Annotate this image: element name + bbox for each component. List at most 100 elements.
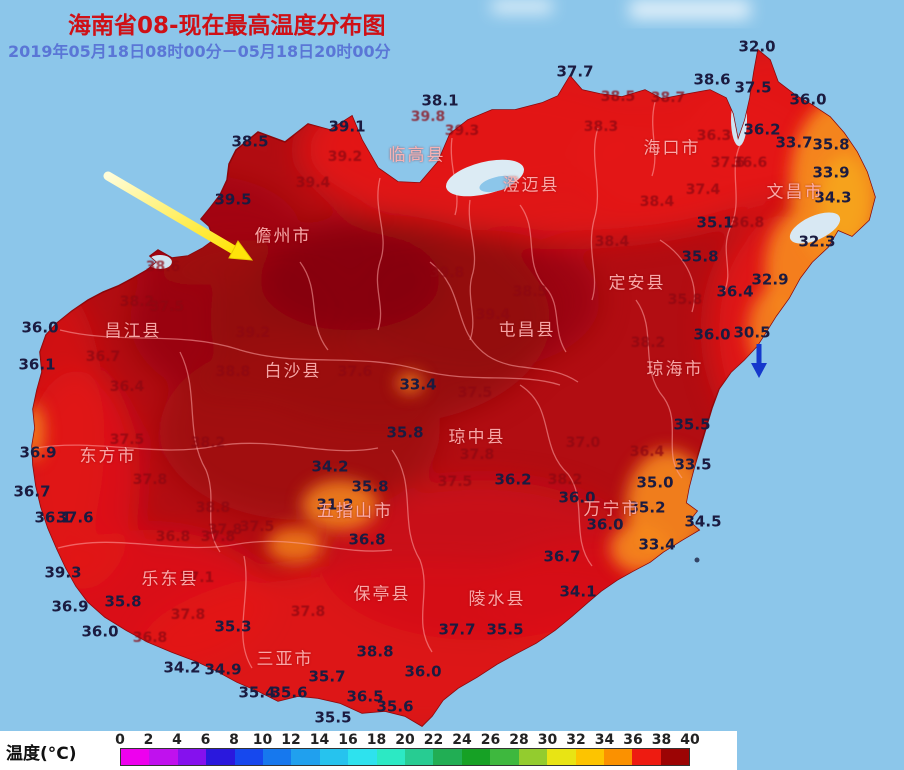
temp-label: 38.5 [512, 284, 548, 300]
temp-label: 36.7 [13, 482, 51, 501]
temp-label: 34.2 [163, 658, 201, 677]
temp-label: 36.8 [155, 529, 191, 545]
temp-label: 36.0 [81, 622, 119, 641]
temp-label: 36.1 [34, 508, 72, 527]
temp-label: 38.4 [639, 194, 675, 210]
temp-label: 39.4 [475, 307, 511, 323]
city-label: 保亭县 [353, 584, 411, 605]
temp-label: 37.6 [710, 155, 746, 171]
temp-label: 39.3 [444, 123, 480, 139]
temp-label: 36.2 [494, 470, 532, 489]
temp-label: 35.2 [628, 498, 666, 517]
legend-color-segment [433, 749, 462, 765]
temp-label: 39.2 [235, 325, 271, 341]
temp-label: 38.2 [547, 472, 583, 488]
legend-tick: 0 [115, 732, 125, 748]
legend-tick: 22 [423, 732, 444, 748]
temp-label: 36.8 [132, 630, 168, 646]
date-range: 2019年05月18日08时00分－05月18日20时00分 [8, 42, 391, 61]
temp-label: 37.8 [290, 604, 326, 620]
temp-label: 35.1 [696, 213, 734, 232]
legend-tick: 4 [172, 732, 182, 748]
legend-color-segment [348, 749, 377, 765]
temp-label: 34.1 [559, 582, 597, 601]
temp-label: 38.2 [190, 435, 226, 451]
temp-label: 35.7 [308, 667, 346, 686]
temp-label: 33.4 [638, 535, 676, 554]
legend-color-segment [575, 749, 604, 765]
city-label: 定安县 [608, 273, 666, 294]
city-label: 海口市 [643, 138, 701, 159]
temp-label: 35.0 [636, 473, 674, 492]
temp-label: 39.3 [44, 563, 82, 582]
temp-label: 36.9 [51, 597, 89, 616]
legend-color-segment [149, 749, 178, 765]
temp-label: 35.8 [681, 247, 719, 266]
legend-tick: 12 [281, 732, 301, 748]
legend-colorbar [120, 748, 690, 766]
legend-color-segment [291, 749, 320, 765]
temp-label: 34.9 [204, 660, 242, 679]
temp-label: 38.5 [600, 89, 636, 105]
legend-tick: 26 [480, 732, 501, 748]
temp-label: 39.1 [328, 117, 366, 136]
temp-label: 35.6 [376, 697, 414, 716]
legend-color-segment [518, 749, 548, 765]
legend-ticks: 0 2 4 6 8 10 12 14 16 18 20 22 24 26 28 30 32 34 36 38 40 [0, 731, 737, 748]
legend-color-segment [319, 749, 349, 765]
temp-label: 36.0 [789, 90, 827, 109]
temp-label: 35.4 [238, 683, 276, 702]
temp-label: 37.5 [734, 78, 772, 97]
temp-label: 32.3 [798, 232, 836, 251]
temp-label: 36.0 [558, 488, 596, 507]
legend-panel: 温度(°C) 0 2 4 6 8 10 12 14 16 18 20 22 24 26 28 30 32 34 36… [0, 731, 737, 770]
legend-color-segment [660, 749, 690, 765]
temp-label: 34.2 [311, 457, 349, 476]
city-label: 三亚市 [256, 649, 314, 670]
temp-label: 38.1 [421, 91, 459, 110]
temp-label: 37.8 [459, 447, 495, 463]
temp-label: 36.4 [716, 282, 754, 301]
legend-color-segment [632, 749, 661, 765]
temp-label: 38.2 [630, 335, 666, 351]
temp-label: 38.8 [215, 364, 251, 380]
temp-label: 38.3 [583, 119, 619, 135]
legend-tick: 32 [566, 732, 586, 748]
temp-label: 37.5 [109, 432, 145, 448]
temp-label: 37.5 [457, 385, 493, 401]
city-label: 琼海市 [646, 359, 704, 380]
legend-tick: 40 [680, 732, 700, 748]
temp-label: 33.5 [674, 455, 712, 474]
temp-label: 36.8 [729, 215, 765, 231]
city-label: 陵水县 [468, 589, 526, 610]
legend-tick: 16 [338, 732, 358, 748]
temp-label: 38.4 [594, 234, 630, 250]
temp-label: 32.9 [751, 270, 789, 289]
legend-color-segment [177, 749, 207, 765]
temp-label: 38.8 [356, 642, 394, 661]
legend-tick: 18 [366, 732, 387, 748]
legend-color-segment [263, 749, 292, 765]
temp-label: 39.8 [410, 109, 446, 125]
legend-tick: 24 [452, 732, 472, 748]
legend-tick: 10 [252, 732, 273, 748]
temp-label: 36.4 [629, 444, 665, 460]
legend-tick: 28 [509, 732, 529, 748]
temp-label: 38.6 [145, 259, 181, 275]
temp-label: 36.0 [404, 662, 442, 681]
temp-label: 37.8 [207, 522, 243, 538]
legend-color-segment [206, 749, 235, 765]
temp-label: 38.8 [195, 500, 231, 516]
temp-label: 35.6 [270, 683, 308, 702]
legend-tick: 14 [309, 732, 330, 748]
yellow-arrow-icon [103, 171, 254, 261]
legend-color-segment [234, 749, 264, 765]
temp-label: 36.0 [693, 325, 731, 344]
temp-label: 37.6 [337, 364, 373, 380]
temp-label: 37.4 [685, 182, 721, 198]
temp-label: 37.5 [149, 299, 185, 315]
temp-label: 35.5 [486, 620, 524, 639]
blue-arrow-icon [751, 344, 767, 378]
